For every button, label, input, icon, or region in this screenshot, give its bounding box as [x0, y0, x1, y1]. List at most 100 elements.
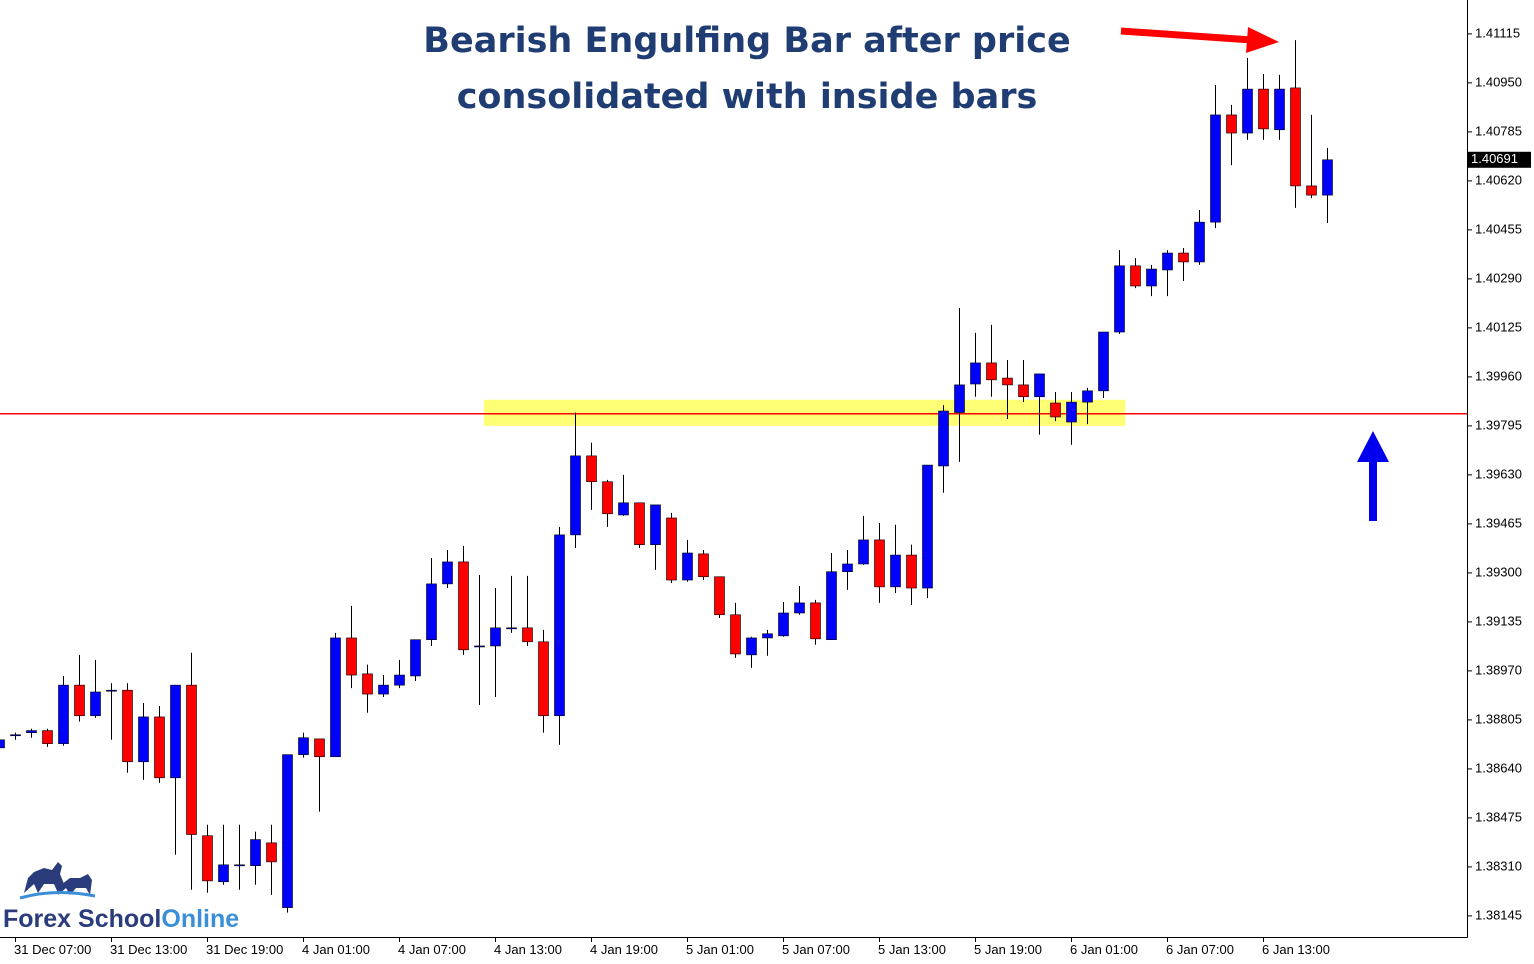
candle-body: [874, 539, 885, 588]
candle-body: [42, 730, 53, 744]
candle-body: [410, 639, 421, 677]
y-tick-label: 1.39795: [1475, 417, 1522, 432]
candle-body: [234, 864, 245, 867]
candle-body: [682, 552, 693, 581]
candle-body: [138, 716, 149, 763]
candle-body: [1114, 265, 1125, 333]
candle-body: [122, 689, 133, 763]
candle-body: [1242, 88, 1253, 134]
candle-body: [1274, 88, 1285, 131]
candle-body: [618, 502, 629, 516]
y-tick-label: 1.38805: [1475, 711, 1522, 726]
last-price-box: [1467, 151, 1531, 168]
x-tick-label: 5 Jan 19:00: [974, 942, 1042, 957]
y-tick-label: 1.40125: [1475, 319, 1522, 334]
candle-body: [218, 864, 229, 883]
candle-body: [314, 738, 325, 758]
y-tick-label: 1.39630: [1475, 466, 1522, 481]
candle-body: [1258, 88, 1269, 130]
candle-body: [1050, 402, 1061, 418]
candle-body: [266, 842, 277, 863]
x-tick-label: 5 Jan 07:00: [782, 942, 850, 957]
logo-text-1: Forex School: [3, 905, 161, 933]
support-zone: [483, 399, 1126, 426]
candle-body: [186, 684, 197, 835]
candle-body: [282, 754, 293, 908]
candle-body: [730, 614, 741, 655]
candle-body: [506, 627, 517, 630]
candle-body: [714, 576, 725, 616]
candle-body: [762, 633, 773, 639]
candle-body: [346, 637, 357, 676]
candle-body: [10, 734, 21, 737]
candle-body: [586, 455, 597, 483]
annotation: consolidated with inside bars: [457, 77, 1038, 117]
candle-body: [826, 571, 837, 641]
candle-body: [394, 674, 405, 686]
candle-body: [538, 641, 549, 717]
candle-body: [1162, 252, 1173, 271]
x-tick-label: 4 Jan 01:00: [302, 942, 370, 957]
blue-arrow: [1357, 431, 1389, 521]
candle-body: [490, 627, 501, 647]
candle-body: [698, 553, 709, 578]
candle-body: [1066, 401, 1077, 423]
candle-body: [74, 684, 85, 717]
x-tick-label: 31 Dec 13:00: [110, 942, 187, 957]
candle-body: [1098, 331, 1109, 392]
x-tick-label: 4 Jan 07:00: [398, 942, 466, 957]
y-tick-label: 1.39300: [1475, 564, 1522, 579]
y-tick-label: 1.40455: [1475, 221, 1522, 236]
candle-body: [858, 539, 869, 565]
y-tick-label: 1.40785: [1475, 123, 1522, 138]
candle-body: [1210, 114, 1221, 223]
candle-body: [1290, 87, 1301, 187]
candle-body: [474, 645, 485, 648]
candle-body: [554, 534, 565, 717]
candle-body: [890, 554, 901, 588]
logo: Forex SchoolOnline: [3, 862, 239, 933]
x-tick-label: 6 Jan 13:00: [1262, 942, 1330, 957]
y-tick-label: 1.38475: [1475, 809, 1522, 824]
candle-body: [906, 554, 917, 589]
y-tick-label: 1.39135: [1475, 613, 1522, 628]
candle-body: [922, 464, 933, 589]
y-tick-label: 1.40950: [1475, 74, 1522, 89]
candle-body: [330, 637, 341, 758]
candle-body: [746, 637, 757, 656]
x-tick-label: 5 Jan 01:00: [686, 942, 754, 957]
candle-body: [1146, 268, 1157, 287]
x-tick-label: 6 Jan 01:00: [1070, 942, 1138, 957]
candle-body: [666, 517, 677, 581]
logo-text-2: Online: [161, 905, 239, 933]
candle-body: [954, 384, 965, 413]
candle-body: [442, 561, 453, 585]
candle-body: [794, 602, 805, 614]
candle-body: [650, 504, 661, 545]
x-tick-label: 4 Jan 13:00: [494, 942, 562, 957]
candle-body: [1322, 159, 1333, 196]
zone-layer: [483, 399, 1126, 426]
y-tick-label: 1.38310: [1475, 858, 1522, 873]
y-tick-label: 1.39465: [1475, 515, 1522, 530]
red-arrow: [1120, 27, 1279, 53]
candle-body: [522, 627, 533, 643]
candle-body: [298, 737, 309, 755]
candle-body: [602, 481, 613, 515]
x-tick-label: 31 Dec 19:00: [206, 942, 283, 957]
x-tick-label: 4 Jan 19:00: [590, 942, 658, 957]
candle-body: [1002, 377, 1013, 386]
candle-body: [362, 673, 373, 695]
y-tick-label: 1.39960: [1475, 368, 1522, 383]
last-price-label: 1.40691: [1471, 151, 1518, 166]
plot-layer: [0, 40, 1467, 913]
candle-body: [842, 563, 853, 573]
candle-body: [250, 839, 261, 867]
candle-body: [1018, 384, 1029, 398]
candle-body: [1082, 390, 1093, 403]
candle-body: [1194, 221, 1205, 263]
candle-body: [426, 583, 437, 641]
